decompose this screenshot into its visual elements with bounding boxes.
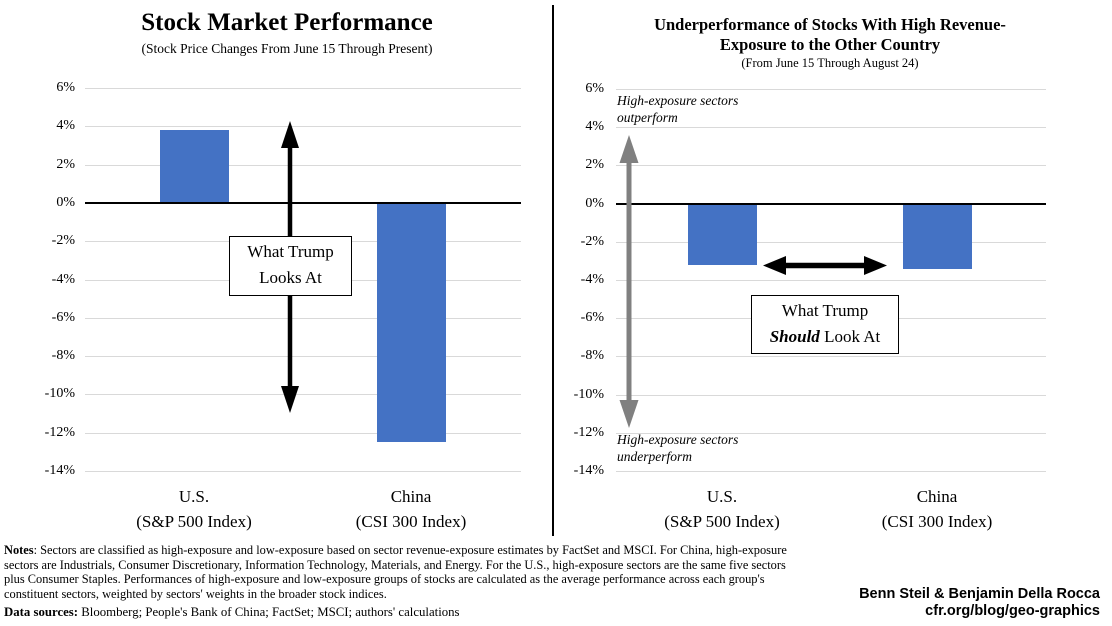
gridline xyxy=(85,356,521,358)
zero-axis-line xyxy=(85,201,521,204)
x-axis-label-china-right: China (CSI 300 Index) xyxy=(852,484,1022,534)
x-axis-label-us-right: U.S. (S&P 500 Index) xyxy=(637,484,807,534)
gridline xyxy=(616,280,1046,281)
bar-china xyxy=(376,202,446,443)
note-bottom-line2: underperform xyxy=(617,449,692,464)
callout-look-at: Look At xyxy=(819,327,881,346)
credit-authors: Benn Steil & Benjamin Della Rocca xyxy=(859,586,1100,602)
data-sources-label: Data sources: xyxy=(4,605,79,619)
callout-left-line2: Looks At xyxy=(259,268,322,287)
gridline xyxy=(616,241,1046,243)
callout-what-trump-should-look-at: What Trump Should Look At xyxy=(751,295,899,354)
y-tick-label: 0% xyxy=(56,194,75,210)
y-tick-label: -8% xyxy=(51,348,75,364)
credit-block: Benn Steil & Benjamin Della Rocca cfr.or… xyxy=(760,586,1100,620)
data-sources-text: Bloomberg; People's Bank of China; FactS… xyxy=(78,605,460,619)
right-chart-title-line2: Exposure to the Other Country xyxy=(719,34,941,54)
y-tick-label: 2% xyxy=(585,157,604,173)
y-tick-label: -4% xyxy=(580,272,604,287)
gridline xyxy=(85,471,521,472)
y-tick-label: -6% xyxy=(51,309,75,325)
callout-right-line2: Should Look At xyxy=(752,324,898,350)
bar-china xyxy=(902,203,972,269)
note-high-exposure-underperform: High-exposure sectors underperform xyxy=(617,431,738,465)
gridline xyxy=(616,471,1046,472)
right-chart-title: Underperformance of Stocks With High Rev… xyxy=(602,15,1058,54)
left-chart-subtitle: (Stock Price Changes From June 15 Throug… xyxy=(141,41,433,56)
gridline xyxy=(85,164,521,166)
gridline xyxy=(85,88,521,89)
data-sources-line: Data sources: Bloomberg; People's Bank o… xyxy=(4,605,796,620)
y-tick-label: -6% xyxy=(580,310,604,326)
y-tick-label: 4% xyxy=(56,118,75,134)
x-axis-label-china-left: China (CSI 300 Index) xyxy=(326,484,496,534)
y-tick-label: 4% xyxy=(585,119,604,135)
note-top-line2: outperform xyxy=(617,110,678,125)
gridline xyxy=(85,432,521,434)
y-tick-label: 2% xyxy=(56,156,75,172)
category-sublabel: (CSI 300 Index) xyxy=(881,512,993,531)
y-tick-label: 6% xyxy=(585,81,604,96)
notes-paragraph: Notes: Sectors are classified as high-ex… xyxy=(4,543,796,601)
y-tick-label: -12% xyxy=(573,424,604,440)
note-bottom-line1: High-exposure sectors xyxy=(617,432,739,447)
gridline xyxy=(85,317,521,319)
right-chart-subtitle: (From June 15 Through August 24) xyxy=(741,56,919,70)
note-top-line1: High-exposure sectors xyxy=(617,93,739,108)
y-tick-label: -14% xyxy=(44,463,75,478)
gridline xyxy=(616,165,1046,167)
gridline xyxy=(616,127,1046,129)
category-sublabel: (S&P 500 Index) xyxy=(136,512,252,531)
chart-divider-line xyxy=(552,5,554,536)
y-tick-label: -4% xyxy=(51,271,75,287)
category-sublabel: (S&P 500 Index) xyxy=(664,512,780,531)
credit-url: cfr.org/blog/geo-graphics xyxy=(925,603,1100,619)
y-tick-label: -8% xyxy=(580,348,604,364)
right-chart-title-line1: Underperformance of Stocks With High Rev… xyxy=(654,15,1006,34)
bar-us xyxy=(159,130,229,203)
gridline xyxy=(616,394,1046,396)
callout-what-trump-looks-at: What Trump Looks At xyxy=(229,236,352,296)
y-tick-label: 0% xyxy=(585,195,604,211)
y-tick-label: -14% xyxy=(573,463,604,478)
note-high-exposure-outperform: High-exposure sectors outperform xyxy=(617,92,738,126)
x-axis-label-us-left: U.S. (S&P 500 Index) xyxy=(109,484,279,534)
gridline xyxy=(616,356,1046,358)
y-tick-label: -12% xyxy=(44,424,75,440)
y-tick-label: -2% xyxy=(580,233,604,249)
callout-left-line1: What Trump xyxy=(247,242,334,261)
y-tick-label: -2% xyxy=(51,233,75,249)
category-label: U.S. xyxy=(706,487,738,506)
gridline xyxy=(85,126,521,128)
notes-label: Notes xyxy=(4,543,34,557)
notes-text: : Sectors are classified as high-exposur… xyxy=(4,543,787,601)
callout-should-emphasis: Should xyxy=(769,327,820,346)
horizontal-double-arrow-icon xyxy=(763,256,887,275)
callout-right-line1: What Trump xyxy=(781,301,869,320)
bar-us xyxy=(687,203,757,265)
category-label: U.S. xyxy=(178,487,210,506)
category-label: China xyxy=(390,487,432,506)
category-sublabel: (CSI 300 Index) xyxy=(355,512,467,531)
gridline xyxy=(616,89,1046,90)
zero-axis-line xyxy=(616,202,1046,205)
y-tick-label: 6% xyxy=(56,80,75,95)
gridline xyxy=(85,394,521,396)
gridline xyxy=(616,432,1046,434)
gray-vertical-double-arrow-icon xyxy=(619,135,639,428)
left-chart-title: Stock Market Performance xyxy=(141,9,433,36)
category-label: China xyxy=(916,487,958,506)
y-tick-label: -10% xyxy=(573,386,604,402)
y-tick-label: -10% xyxy=(44,386,75,402)
